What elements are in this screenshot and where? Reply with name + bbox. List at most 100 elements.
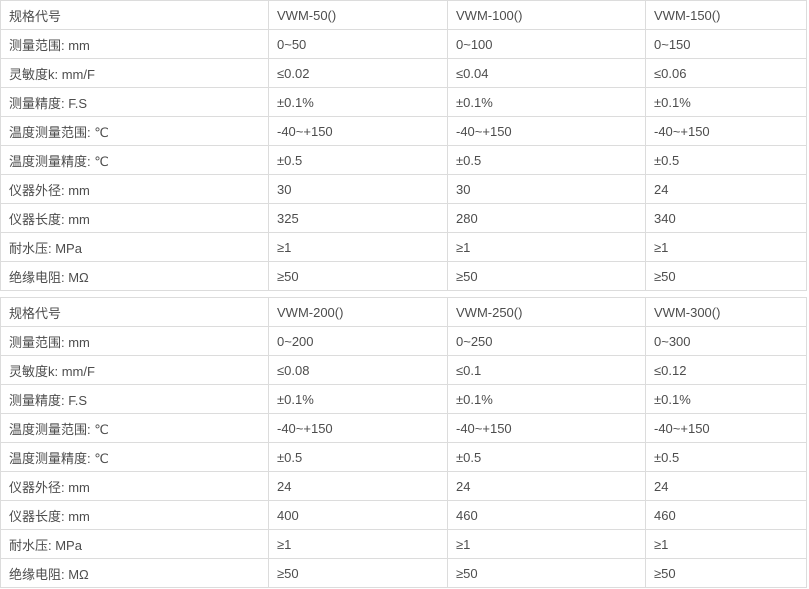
table-row: 灵敏度k: mm/F ≤0.02 ≤0.04 ≤0.06: [0, 58, 807, 88]
table-row: 测量范围: mm 0~200 0~250 0~300: [0, 326, 807, 356]
table-row: 仪器长度: mm 400 460 460: [0, 500, 807, 530]
spec-value-cell: 24: [645, 471, 807, 501]
spec-value-cell: ≥1: [645, 529, 807, 559]
spec-value-cell: 340: [645, 203, 807, 233]
table-row: 温度测量精度: ℃ ±0.5 ±0.5 ±0.5: [0, 145, 807, 175]
spec-value-cell: ≤0.04: [447, 58, 646, 88]
spec-value-cell: -40~+150: [268, 413, 448, 443]
spec-table-body: 规格代号 VWM-200() VWM-250() VWM-300() 测量范围: mm 0…: [0, 297, 807, 588]
spec-value-cell: 0~100: [447, 29, 646, 59]
spec-value-cell: VWM-250(): [447, 297, 646, 327]
spec-value-cell: VWM-200(): [268, 297, 448, 327]
table-row: 温度测量范围: ℃ -40~+150 -40~+150 -40~+150: [0, 116, 807, 146]
spec-label-cell: 灵敏度k: mm/F: [0, 58, 269, 88]
spec-value-cell: VWM-300(): [645, 297, 807, 327]
spec-value-cell: ≤0.02: [268, 58, 448, 88]
spec-value-cell: ≥1: [268, 529, 448, 559]
spec-value-cell: -40~+150: [447, 116, 646, 146]
spec-value-cell: ≥50: [645, 261, 807, 291]
spec-value-cell: ≥1: [268, 232, 448, 262]
spec-value-cell: VWM-150(): [645, 0, 807, 30]
spec-table-vwm-50-150: 规格代号 VWM-50() VWM-100() VWM-150() 测量范围: mm 0~…: [0, 0, 807, 291]
spec-table-vwm-200-300: 规格代号 VWM-200() VWM-250() VWM-300() 测量范围: mm 0…: [0, 297, 807, 588]
spec-value-cell: 0~250: [447, 326, 646, 356]
spec-value-cell: ≥50: [268, 558, 448, 588]
spec-label-cell: 仪器外径: mm: [0, 174, 269, 204]
spec-label-cell: 仪器长度: mm: [0, 500, 269, 530]
table-row: 灵敏度k: mm/F ≤0.08 ≤0.1 ≤0.12: [0, 355, 807, 385]
spec-table-body: 规格代号 VWM-50() VWM-100() VWM-150() 测量范围: mm 0~…: [0, 0, 807, 291]
spec-value-cell: ≥50: [447, 558, 646, 588]
spec-value-cell: 460: [645, 500, 807, 530]
table-row: 规格代号 VWM-50() VWM-100() VWM-150(): [0, 0, 807, 30]
spec-label-cell: 绝缘电阻: MΩ: [0, 261, 269, 291]
spec-label-cell: 测量范围: mm: [0, 326, 269, 356]
spec-value-cell: ±0.1%: [268, 384, 448, 414]
spec-value-cell: ±0.1%: [447, 87, 646, 117]
table-row: 耐水压: MPa ≥1 ≥1 ≥1: [0, 232, 807, 262]
spec-value-cell: 0~50: [268, 29, 448, 59]
table-row: 规格代号 VWM-200() VWM-250() VWM-300(): [0, 297, 807, 327]
spec-label-cell: 耐水压: MPa: [0, 529, 269, 559]
spec-value-cell: -40~+150: [645, 116, 807, 146]
spec-value-cell: 30: [268, 174, 448, 204]
spec-label-cell: 测量精度: F.S: [0, 384, 269, 414]
spec-label-cell: 仪器长度: mm: [0, 203, 269, 233]
spec-value-cell: -40~+150: [268, 116, 448, 146]
table-row: 测量精度: F.S ±0.1% ±0.1% ±0.1%: [0, 87, 807, 117]
spec-value-cell: ±0.5: [447, 442, 646, 472]
spec-label-cell: 温度测量范围: ℃: [0, 413, 269, 443]
spec-value-cell: ≥1: [447, 529, 646, 559]
spec-value-cell: 0~300: [645, 326, 807, 356]
spec-label-cell: 灵敏度k: mm/F: [0, 355, 269, 385]
table-row: 绝缘电阻: MΩ ≥50 ≥50 ≥50: [0, 261, 807, 291]
table-row: 绝缘电阻: MΩ ≥50 ≥50 ≥50: [0, 558, 807, 588]
spec-value-cell: VWM-100(): [447, 0, 646, 30]
spec-label-cell: 仪器外径: mm: [0, 471, 269, 501]
spec-value-cell: ±0.1%: [268, 87, 448, 117]
spec-value-cell: ±0.1%: [645, 87, 807, 117]
spec-value-cell: 24: [447, 471, 646, 501]
table-row: 耐水压: MPa ≥1 ≥1 ≥1: [0, 529, 807, 559]
spec-value-cell: ≤0.08: [268, 355, 448, 385]
table-row: 仪器长度: mm 325 280 340: [0, 203, 807, 233]
spec-value-cell: 30: [447, 174, 646, 204]
spec-value-cell: ≥1: [645, 232, 807, 262]
table-row: 温度测量精度: ℃ ±0.5 ±0.5 ±0.5: [0, 442, 807, 472]
spec-value-cell: -40~+150: [447, 413, 646, 443]
spec-value-cell: ≥1: [447, 232, 646, 262]
spec-value-cell: 24: [645, 174, 807, 204]
spec-label-cell: 温度测量精度: ℃: [0, 145, 269, 175]
spec-value-cell: 0~150: [645, 29, 807, 59]
table-row: 仪器外径: mm 24 24 24: [0, 471, 807, 501]
spec-label-cell: 绝缘电阻: MΩ: [0, 558, 269, 588]
spec-value-cell: 460: [447, 500, 646, 530]
spec-value-cell: 280: [447, 203, 646, 233]
spec-value-cell: ≤0.1: [447, 355, 646, 385]
spec-label-cell: 温度测量范围: ℃: [0, 116, 269, 146]
spec-value-cell: ±0.5: [645, 145, 807, 175]
spec-value-cell: ≥50: [447, 261, 646, 291]
spec-value-cell: ≥50: [268, 261, 448, 291]
spec-value-cell: ≥50: [645, 558, 807, 588]
spec-value-cell: ±0.5: [645, 442, 807, 472]
table-row: 测量范围: mm 0~50 0~100 0~150: [0, 29, 807, 59]
spec-value-cell: ±0.5: [268, 145, 448, 175]
spec-label-cell: 温度测量精度: ℃: [0, 442, 269, 472]
spec-label-cell: 规格代号: [0, 0, 269, 30]
spec-value-cell: ±0.5: [447, 145, 646, 175]
spec-value-cell: 24: [268, 471, 448, 501]
spec-value-cell: -40~+150: [645, 413, 807, 443]
spec-label-cell: 测量范围: mm: [0, 29, 269, 59]
spec-value-cell: VWM-50(): [268, 0, 448, 30]
spec-value-cell: 325: [268, 203, 448, 233]
spec-value-cell: 0~200: [268, 326, 448, 356]
spec-value-cell: ≤0.12: [645, 355, 807, 385]
table-row: 测量精度: F.S ±0.1% ±0.1% ±0.1%: [0, 384, 807, 414]
spec-label-cell: 测量精度: F.S: [0, 87, 269, 117]
spec-label-cell: 耐水压: MPa: [0, 232, 269, 262]
spec-value-cell: ≤0.06: [645, 58, 807, 88]
spec-value-cell: ±0.5: [268, 442, 448, 472]
table-row: 温度测量范围: ℃ -40~+150 -40~+150 -40~+150: [0, 413, 807, 443]
